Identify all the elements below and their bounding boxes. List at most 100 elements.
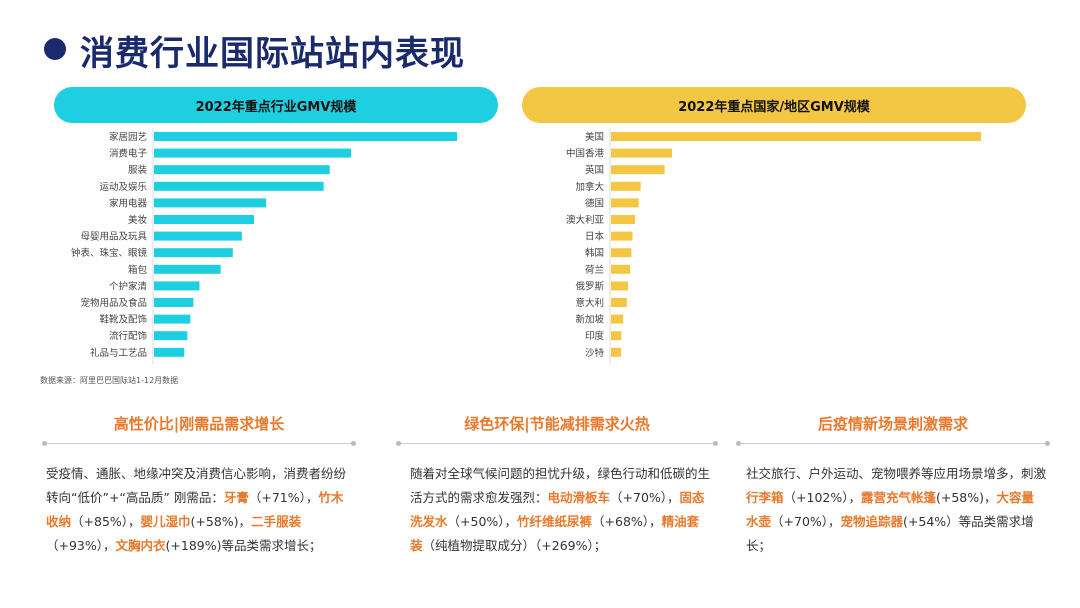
country-category-label: 日本 [585,231,605,243]
section-body-value: 受疫情、通胀、地缘冲突及消费信心影响，消费者纷纷转向“低价”+“高品质” 刚需品… [46,462,350,558]
industry-gmv-bar-chart: 家居园艺消费电子服装运动及娱乐家用电器美妆母婴用品及玩具钟表、珠宝、眼镜箱包个护… [71,128,457,365]
country-category-label: 俄罗斯 [575,280,604,292]
left-chart-title: 2022年重点行业GMV规模 [195,99,357,115]
industry-bar [154,148,351,158]
highlighted-product: 行李箱 [746,490,784,505]
section-text: 随着对全球气候问题的担忧升级，绿色行动和低碳的生活方式的需求愈发强烈： [410,466,711,505]
highlighted-product: 牙膏 [223,490,249,505]
country-bar [611,264,631,274]
section-title-green: 绿色环保|节能减排需求火热 [464,415,650,433]
section-text: （+85%）， [71,514,141,529]
country-category-label: 德国 [585,197,604,209]
highlighted-product: 宠物追踪器 [840,514,904,529]
section-text: （+50%）， [447,514,518,529]
industry-category-label: 箱包 [128,264,148,276]
country-bar [611,331,622,341]
country-bar [611,281,629,291]
section-text: (+189%)等品类需求增长； [165,538,322,553]
industry-category-label: 宠物用品及食品 [80,297,147,309]
section-text: （+70%）， [610,490,680,505]
section-body-green: 随着对全球气候问题的担忧升级，绿色行动和低碳的生活方式的需求愈发强烈：电动滑板车… [410,462,710,558]
industry-bar [154,181,324,191]
country-category-label: 印度 [585,330,605,342]
right-chart-title: 2022年重点国家/地区GMV规模 [678,99,870,115]
country-category-label: 中国香港 [566,148,605,160]
industry-bar [154,198,267,208]
industry-bar [154,347,185,357]
right-chart-title-pill: 2022年重点国家/地区GMV规模 [522,87,1026,123]
industry-category-label: 运动及娱乐 [99,181,147,193]
highlighted-product: 精油套装 [410,514,700,553]
section-text: （+70%）， [771,514,841,529]
industry-bar [154,331,188,341]
country-category-label: 美国 [585,131,604,143]
industry-bar [154,165,330,175]
country-bar [611,248,632,258]
country-category-label: 澳大利亚 [566,214,605,226]
industry-category-label: 家用电器 [109,197,148,209]
industry-category-label: 个护家清 [109,280,148,292]
industry-category-label: 服装 [128,164,148,176]
page-title: 消费行业国际站站内表现 [80,34,465,74]
industry-bar [154,132,457,141]
highlighted-product: 婴儿湿巾 [140,514,191,529]
country-category-label: 新加坡 [575,314,604,326]
section-divider-scenario [736,441,1050,446]
country-bar [611,231,633,241]
country-bar [611,148,673,158]
section-text: (+54%）等品类需求增长； [746,514,1034,553]
country-category-label: 意大利 [575,297,604,309]
section-text: （+102%）， [783,490,861,505]
section-title-value: 高性价比|刚需品需求增长 [113,415,285,433]
left-chart-title-pill: 2022年重点行业GMV规模 [54,87,498,123]
country-category-label: 英国 [585,164,604,176]
highlighted-product: 文胸内衣 [115,538,166,553]
section-text: (+58%)， [190,514,252,529]
industry-bar [154,231,242,241]
country-category-label: 荷兰 [585,264,604,276]
section-text: （+71%）， [248,490,319,505]
highlighted-product: 电动滑板车 [547,490,611,505]
section-text: （+93%）， [46,538,116,553]
country-bar [611,347,621,357]
section-divider-value [42,441,356,446]
highlighted-product: 大容量水壶 [746,490,1035,529]
highlighted-product: 固态洗发水 [410,490,705,529]
section-divider-green [396,441,718,446]
data-source-note: 数据来源：阿里巴巴国际站1-12月数据 [40,376,179,385]
country-category-label: 沙特 [585,347,605,359]
country-bar [611,165,665,175]
country-category-label: 加拿大 [575,181,604,193]
section-title-scenario: 后疫情新场景刺激需求 [817,415,968,433]
industry-bar [154,314,191,324]
industry-category-label: 钟表、珠宝、眼镜 [71,247,148,259]
industry-category-label: 家居园艺 [109,131,147,143]
country-bar [611,215,636,224]
industry-category-label: 美妆 [128,214,148,226]
section-text: 社交旅行、户外运动、宠物喂养等应用场景增多，刺激 [746,466,1047,481]
industry-bar [154,264,221,274]
highlighted-product: 竹木收纳 [46,490,344,529]
country-bar [611,198,639,208]
country-bar [611,298,627,307]
country-bar [611,314,624,324]
highlighted-product: 竹纤维纸尿裤 [517,514,593,529]
industry-bar [154,281,200,291]
industry-category-label: 流行配饰 [109,330,147,342]
section-body-scenario: 社交旅行、户外运动、宠物喂养等应用场景增多，刺激行李箱（+102%），露营充气帐… [746,462,1046,558]
industry-category-label: 消费电子 [109,148,148,160]
country-bar [611,181,641,191]
industry-bar [154,215,254,224]
country-bar [611,132,981,141]
country-category-label: 韩国 [585,247,604,259]
industry-bar [154,298,194,307]
section-text: （纯植物提取成分）（+269%）； [422,538,607,553]
industry-category-label: 礼品与工艺品 [90,347,147,359]
industry-category-label: 鞋靴及配饰 [99,314,147,326]
industry-bar [154,248,233,258]
section-text: （+68%）， [592,514,662,529]
section-text: 受疫情、通胀、地缘冲突及消费信心影响，消费者纷纷转向“低价”+“高品质” 刚需品… [46,466,347,505]
section-text: (+58%)， [936,490,997,505]
highlighted-product: 二手服装 [251,514,302,529]
